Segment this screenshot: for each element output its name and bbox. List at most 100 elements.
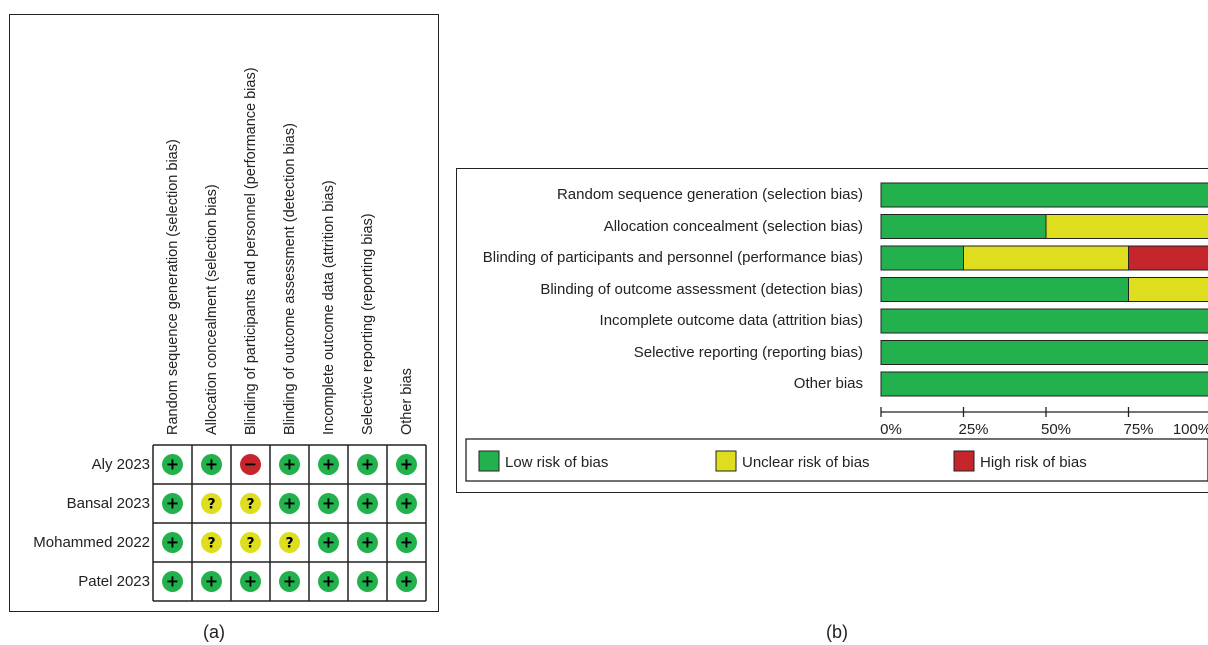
- rob-symbol: +: [166, 494, 179, 513]
- rob-cell-unclear: ?: [201, 493, 222, 514]
- rob-cell-low: +: [162, 493, 183, 514]
- bar-category-label: Allocation concealment (selection bias): [603, 217, 863, 235]
- rob-cell-unclear: ?: [240, 493, 261, 514]
- rob-symbol: +: [244, 572, 257, 591]
- risk-of-bias-summary-panel: Random sequence generation (selection bi…: [9, 14, 439, 612]
- bar-segment-unclear: [1045, 214, 1208, 239]
- bar-category-label: Random sequence generation (selection bi…: [556, 186, 863, 203]
- study-label: Mohammed 2022: [33, 533, 150, 551]
- x-tick-label: 100%: [1173, 421, 1208, 438]
- rob-dot: [396, 532, 417, 553]
- study-label: Bansal 2023: [66, 494, 150, 512]
- rob-cell-low: +: [396, 571, 417, 592]
- rob-dot: [162, 571, 183, 592]
- rob-symbol: +: [283, 494, 296, 513]
- rob-cell-low: +: [201, 571, 222, 592]
- rob-symbol: +: [166, 455, 179, 474]
- rob-symbol: +: [400, 533, 413, 552]
- rob-symbol: +: [283, 455, 296, 474]
- rob-symbol: +: [400, 455, 413, 474]
- rob-cell-low: +: [201, 454, 222, 475]
- rob-symbol: ?: [207, 497, 215, 513]
- rob-symbol: +: [205, 572, 218, 591]
- rob-cell-low: +: [162, 532, 183, 553]
- risk-of-bias-graph-panel: Random sequence generation (selection bi…: [456, 168, 1208, 493]
- rob-symbol: +: [361, 572, 374, 591]
- rob-dot: [201, 571, 222, 592]
- rob-dot: [318, 571, 339, 592]
- rob-symbol: +: [322, 494, 335, 513]
- rob-cell-low: +: [318, 532, 339, 553]
- bar-segment-low: [880, 277, 1129, 302]
- rob-dot: [240, 454, 261, 475]
- rob-dot: [357, 493, 378, 514]
- rob-symbol: +: [205, 455, 218, 474]
- bar-category-label: Selective reporting (reporting bias): [633, 343, 863, 361]
- legend-swatch-unclear: [715, 450, 737, 472]
- bar-chart: 0% 25% 50% 75% 100% Low risk of bias Unclear r…: [465, 182, 1208, 482]
- rob-cell-low: +: [357, 493, 378, 514]
- caption-a: (a): [203, 622, 225, 642]
- legend-label: Unclear risk of bias: [742, 454, 870, 471]
- rob-cell-unclear: ?: [279, 532, 300, 553]
- rob-dot: [318, 532, 339, 553]
- summary-grid: + + − + + + + +?? + + + + +??? + + + + + + + + + +: [152, 444, 427, 602]
- rob-dot: [318, 454, 339, 475]
- rob-dot: [279, 454, 300, 475]
- rob-dot: [162, 532, 183, 553]
- rob-symbol: ?: [246, 536, 254, 552]
- rob-cell-low: +: [279, 493, 300, 514]
- rob-symbol: +: [400, 572, 413, 591]
- legend-swatch-high: [953, 450, 975, 472]
- rob-dot: [162, 454, 183, 475]
- rob-symbol: −: [244, 455, 257, 474]
- bar-segment-unclear: [963, 245, 1129, 271]
- rob-dot: [240, 571, 261, 592]
- rob-dot: [162, 493, 183, 514]
- bar-segment-low: [880, 182, 1208, 208]
- rob-cell-unclear: ?: [240, 532, 261, 553]
- x-tick-label: 75%: [1123, 421, 1153, 438]
- rob-symbol: ?: [246, 497, 254, 513]
- bar-category-label: Incomplete outcome data (attrition bias): [599, 312, 863, 329]
- rob-dot: [279, 532, 300, 553]
- rob-symbol: ?: [207, 536, 215, 552]
- bar-segment-low: [880, 245, 964, 271]
- rob-dot: [201, 532, 222, 553]
- rob-dot: [318, 493, 339, 514]
- rob-dot: [201, 454, 222, 475]
- rob-symbol: +: [283, 572, 296, 591]
- bar-category-label: Blinding of outcome assessment (detectio…: [540, 280, 863, 298]
- rob-dot: [357, 571, 378, 592]
- legend-label: High risk of bias: [980, 454, 1087, 471]
- bar-segment-low: [880, 371, 1208, 397]
- rob-dot: [279, 571, 300, 592]
- study-label: Patel 2023: [78, 572, 150, 590]
- rob-dot: [357, 454, 378, 475]
- rob-cell-low: +: [162, 571, 183, 592]
- rob-symbol: +: [166, 572, 179, 591]
- legend-label: Low risk of bias: [505, 454, 608, 471]
- rob-symbol: +: [322, 533, 335, 552]
- legend-box: [465, 438, 1208, 482]
- bar-category-label: Blinding of participants and personnel (…: [482, 249, 863, 266]
- rob-symbol: +: [322, 572, 335, 591]
- rob-dot: [279, 493, 300, 514]
- rob-cell-low: +: [162, 454, 183, 475]
- rob-dot: [396, 571, 417, 592]
- caption-b: (b): [826, 622, 848, 642]
- bar-segment-low: [880, 308, 1208, 334]
- bar-segment-high: [1128, 245, 1208, 271]
- rob-cell-low: +: [279, 454, 300, 475]
- rob-dot: [201, 493, 222, 514]
- rob-symbol: +: [400, 494, 413, 513]
- rob-dot: [396, 454, 417, 475]
- rob-symbol: ?: [285, 536, 293, 552]
- rob-dot: [396, 493, 417, 514]
- rob-symbol: +: [166, 533, 179, 552]
- x-tick-label: 0%: [880, 421, 902, 438]
- rob-dot: [240, 532, 261, 553]
- x-tick-label: 50%: [1041, 421, 1071, 438]
- bar-segment-low: [880, 214, 1047, 239]
- rob-cell-high: −: [240, 454, 261, 475]
